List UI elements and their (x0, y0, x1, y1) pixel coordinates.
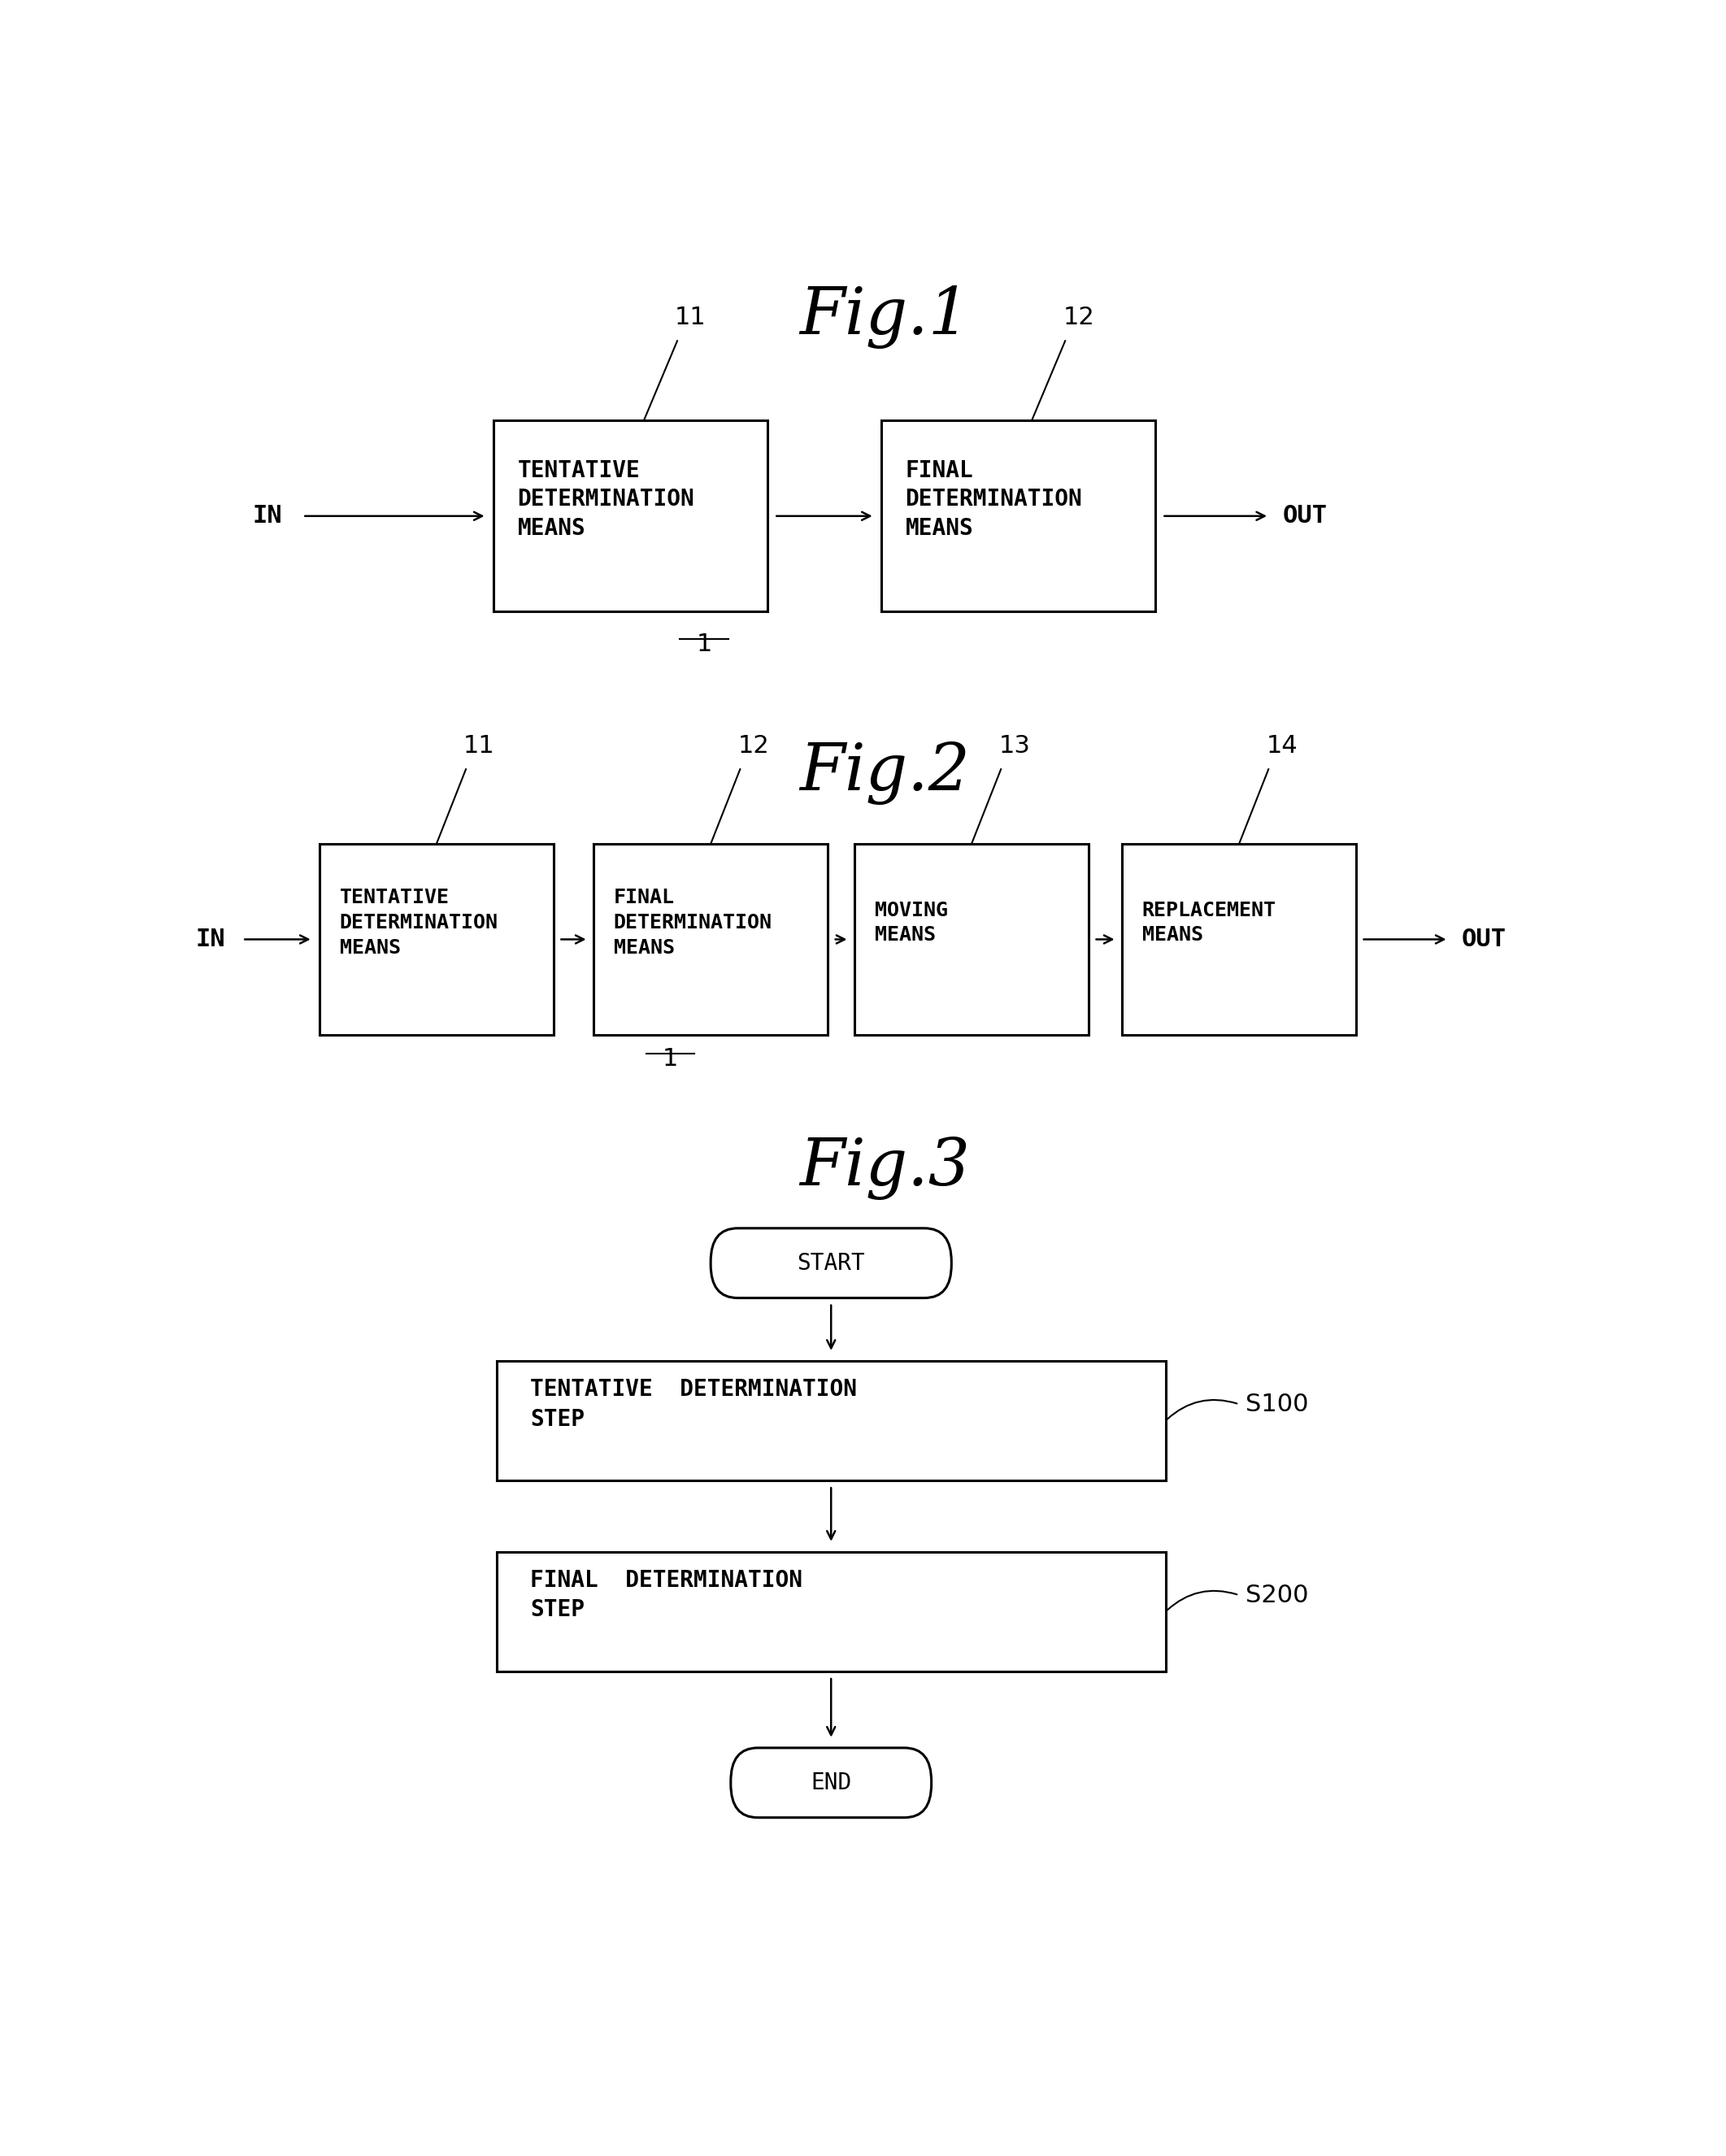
FancyBboxPatch shape (594, 843, 828, 1035)
FancyBboxPatch shape (854, 843, 1089, 1035)
Text: MOVING
MEANS: MOVING MEANS (875, 901, 948, 944)
FancyBboxPatch shape (730, 1749, 932, 1818)
FancyBboxPatch shape (494, 420, 768, 612)
Text: IN: IN (195, 927, 224, 951)
Text: 1: 1 (696, 632, 711, 655)
Text: TENTATIVE
DETERMINATION
MEANS: TENTATIVE DETERMINATION MEANS (340, 888, 499, 957)
Text: FINAL
DETERMINATION
MEANS: FINAL DETERMINATION MEANS (906, 459, 1082, 539)
Text: START: START (797, 1253, 865, 1274)
FancyBboxPatch shape (1122, 843, 1357, 1035)
Text: END: END (811, 1772, 851, 1794)
Text: FINAL
DETERMINATION
MEANS: FINAL DETERMINATION MEANS (614, 888, 772, 957)
Text: Fig.2: Fig.2 (799, 742, 970, 804)
Text: S200: S200 (1246, 1583, 1308, 1606)
FancyBboxPatch shape (319, 843, 554, 1035)
Text: TENTATIVE  DETERMINATION
STEP: TENTATIVE DETERMINATION STEP (530, 1378, 856, 1432)
Text: OUT: OUT (1462, 927, 1507, 951)
Text: S100: S100 (1246, 1393, 1308, 1416)
FancyBboxPatch shape (497, 1360, 1165, 1481)
Text: 1: 1 (663, 1048, 678, 1072)
Text: OUT: OUT (1282, 505, 1327, 528)
Text: IN: IN (252, 505, 283, 528)
FancyBboxPatch shape (497, 1552, 1165, 1671)
Text: Fig.1: Fig.1 (799, 285, 970, 349)
Text: Fig.3: Fig.3 (799, 1136, 970, 1201)
Text: TENTATIVE
DETERMINATION
MEANS: TENTATIVE DETERMINATION MEANS (518, 459, 694, 539)
Text: 12: 12 (1063, 306, 1094, 330)
FancyBboxPatch shape (711, 1229, 951, 1298)
Text: FINAL  DETERMINATION
STEP: FINAL DETERMINATION STEP (530, 1570, 803, 1621)
Text: REPLACEMENT
MEANS: REPLACEMENT MEANS (1143, 901, 1276, 944)
Text: 13: 13 (999, 733, 1030, 757)
Text: 11: 11 (464, 733, 495, 757)
FancyBboxPatch shape (882, 420, 1155, 612)
Text: 12: 12 (737, 733, 770, 757)
Text: 14: 14 (1267, 733, 1298, 757)
Text: 11: 11 (675, 306, 706, 330)
